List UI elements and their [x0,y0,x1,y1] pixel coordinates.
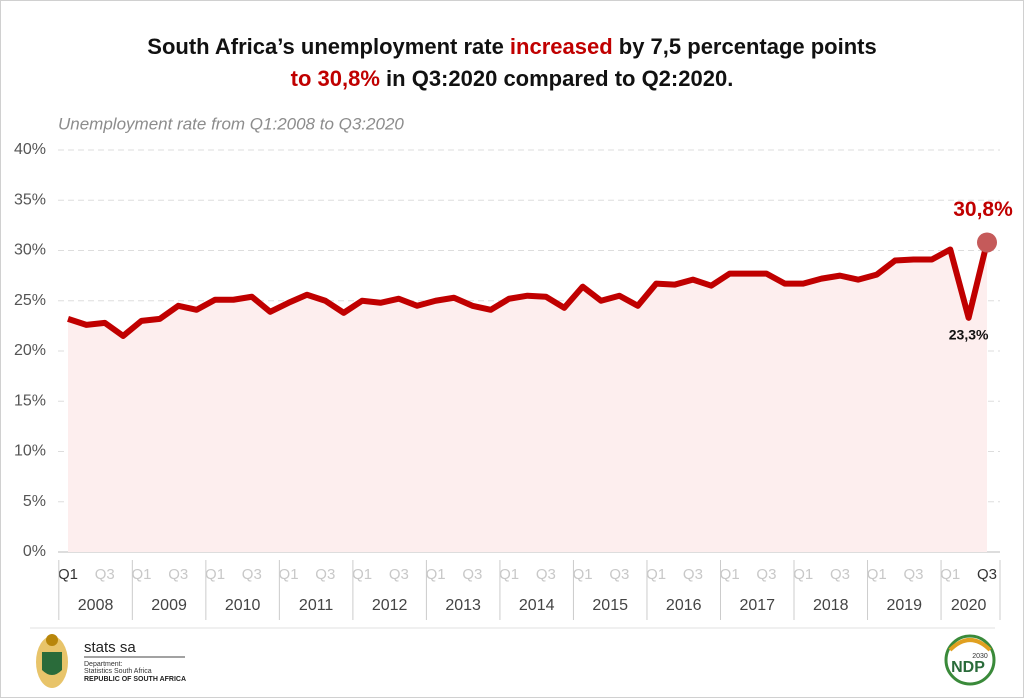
year-label: 2017 [739,597,775,614]
x-tick-label: Q3 [683,566,703,583]
year-label: 2020 [951,597,987,614]
x-tick-label: Q1 [426,566,446,583]
chart-title: South Africa’s unemployment rate increas… [147,34,876,59]
year-label: 2019 [886,597,922,614]
x-tick-label: Q3 [462,566,482,583]
y-tick-label: 20% [14,342,46,359]
x-tick-label: Q1 [132,566,152,583]
subtitle: Unemployment rate from Q1:2008 to Q3:202… [58,114,404,133]
year-label: 2016 [666,597,702,614]
country: REPUBLIC OF SOUTH AFRICA [84,676,186,683]
x-tick-label: Q1 [940,566,960,583]
x-tick-label: Q3 [389,566,409,583]
ndp: NDP [951,659,985,676]
ndp-year: 2030 [972,653,988,660]
end-point [977,232,997,253]
x-tick-label: Q3 [830,566,850,583]
x-tick-label: Q1 [867,566,887,583]
year-label: 2013 [445,597,481,614]
brand: stats sa [84,639,136,656]
y-tick-label: 30% [14,242,46,259]
y-tick-label: 5% [23,493,46,510]
year-label: 2010 [225,597,261,614]
y-tick-label: 10% [14,443,46,460]
x-tick-label: Q1 [646,566,666,583]
year-label: 2014 [519,597,555,614]
x-tick-label: Q3 [95,566,115,583]
year-label: 2012 [372,597,408,614]
title-segment: South Africa’s unemployment rate [147,34,510,59]
line [67,241,990,339]
value-label: 30,8% [953,198,1013,221]
title-segment: by 7,5 percentage points [613,34,877,59]
x-tick-label: Q3 [756,566,776,583]
coat-of-arms [36,634,68,688]
x-tick-label: Q1 [499,566,519,583]
x-tick-label: Q3 [315,566,335,583]
title-segment: in Q3:2020 compared to Q2:2020. [380,66,733,91]
x-tick-label: Q1 [352,566,372,583]
agency: Statistics South Africa [84,668,152,675]
year-label: 2018 [813,597,849,614]
ndp-logo [944,634,996,686]
value-label: 23,3% [949,327,989,343]
x-tick-label: Q1 [573,566,593,583]
year-label: 2015 [592,597,628,614]
x-tick-label: Q1 [720,566,740,583]
department: Department: [84,661,123,668]
y-tick-label: 40% [14,141,46,158]
area [68,242,987,552]
chart-title: to 30,8% in Q3:2020 compared to Q2:2020. [291,66,734,91]
x-tick-label: Q1 [58,566,78,583]
x-tick-label: Q1 [205,566,225,583]
x-tick-label: Q3 [609,566,629,583]
x-tick-label: Q1 [793,566,813,583]
x-tick-label: Q3 [977,566,997,583]
x-tick-label: Q3 [168,566,188,583]
year-label: 2009 [151,597,187,614]
x-tick-label: Q3 [242,566,262,583]
x-tick-label: Q1 [279,566,299,583]
y-tick-label: 0% [23,543,46,560]
year-label: 2008 [78,597,114,614]
y-tick-label: 25% [14,292,46,309]
year-label: 2011 [299,597,334,614]
x-tick-label: Q3 [903,566,923,583]
y-tick-label: 35% [14,191,46,208]
title-segment: increased [510,34,613,59]
y-tick-label: 15% [14,392,46,409]
title-segment: to 30,8% [291,66,380,91]
x-tick-label: Q3 [536,566,556,583]
